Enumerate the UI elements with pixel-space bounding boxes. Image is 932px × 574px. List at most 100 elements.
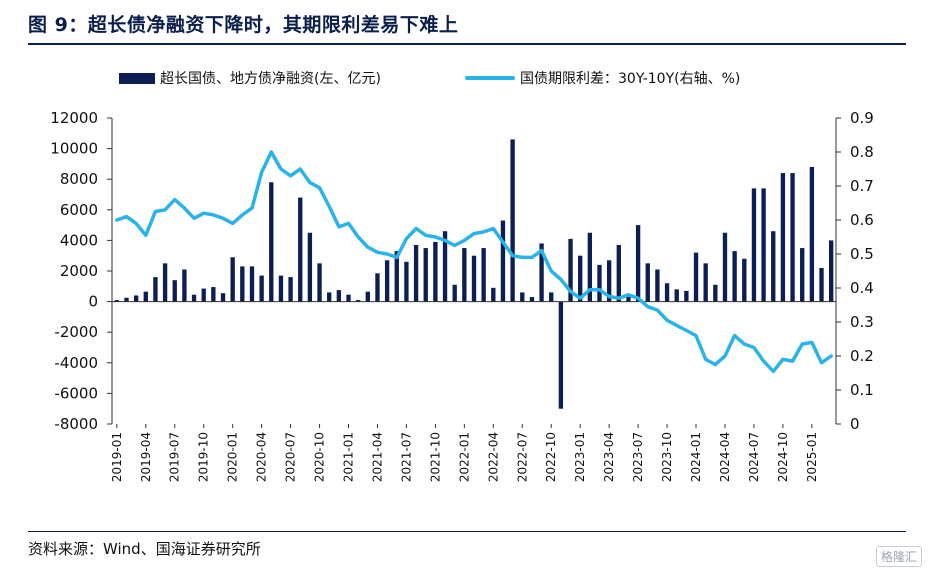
bar (355, 300, 361, 302)
bar (722, 232, 728, 302)
bar (269, 182, 274, 302)
x-tick-label: 2021-07 (399, 432, 413, 482)
bar (587, 232, 593, 302)
bar (800, 248, 805, 302)
x-tick-label: 2021-10 (428, 432, 442, 482)
y-left-tick-label: 0 (88, 293, 98, 311)
bar (500, 220, 506, 302)
bar (298, 197, 303, 302)
bar (732, 251, 737, 302)
bar (790, 173, 795, 302)
x-tick-label: 2024-07 (747, 432, 761, 482)
bar (365, 291, 370, 302)
bar (529, 297, 535, 302)
x-tick-label: 2021-04 (370, 432, 384, 482)
watermark-logo: 格隆汇 (875, 546, 922, 567)
x-tick-label: 2019-04 (139, 432, 153, 482)
bar (829, 240, 834, 302)
x-tick-label: 2025-01 (805, 432, 819, 482)
y-right-tick-label: 0.9 (850, 109, 874, 127)
y-left-tick-label: -8000 (54, 415, 98, 433)
bar (568, 238, 573, 302)
bar (288, 277, 293, 302)
bar (597, 264, 602, 302)
bar (606, 260, 612, 302)
line-series (115, 150, 833, 374)
y-right-tick-label: 0.5 (850, 245, 874, 263)
bar (162, 263, 168, 302)
x-tick-label: 2020-01 (226, 432, 240, 482)
bar (413, 244, 419, 302)
bar (346, 294, 351, 302)
y-right-tick-label: 0.8 (850, 143, 874, 161)
bar (703, 263, 708, 302)
x-axis: 2019-01 2019-04 2019-07 2019-10 2020-01 2020-… (110, 424, 819, 482)
bar (317, 263, 322, 302)
y-axis-left: -8000 -6000 -4000 -2000 0 2000 4000 6000 8000 100… (50, 109, 112, 433)
bar (626, 297, 631, 302)
x-tick-label: 2019-01 (110, 432, 124, 482)
legend-line-label: 国债期限利差：30Y-10Y(右轴、%) (520, 71, 740, 87)
bar (481, 248, 486, 302)
bar (278, 275, 284, 302)
x-tick-label: 2021-01 (342, 432, 356, 482)
title-divider (28, 43, 906, 45)
bar (375, 273, 380, 302)
bar-series (114, 139, 834, 409)
bar (394, 251, 399, 302)
x-tick-label: 2020-10 (313, 432, 327, 482)
bar (684, 290, 689, 302)
bar (452, 284, 457, 302)
bar (201, 288, 206, 302)
y-left-tick-label: -2000 (54, 323, 98, 341)
y-right-tick-label: 0.4 (850, 279, 874, 297)
bar (172, 280, 177, 302)
legend-bar-swatch (119, 73, 155, 84)
x-tick-label: 2019-10 (197, 432, 211, 482)
bar (635, 225, 641, 302)
bar (780, 173, 786, 302)
y-left-tick-label: 12000 (50, 109, 98, 127)
bar (114, 300, 119, 302)
y-right-tick-label: 0.1 (850, 381, 874, 399)
footer-divider (28, 531, 906, 532)
bar (384, 260, 390, 302)
y-left-tick-label: -4000 (54, 354, 98, 372)
x-tick-label: 2020-07 (284, 432, 298, 482)
bar (771, 231, 776, 302)
bar (133, 295, 139, 302)
bar (491, 287, 496, 302)
bar (404, 261, 409, 302)
y-right-tick-label: 0.3 (850, 313, 874, 331)
bar (462, 248, 467, 302)
y-right-tick-label: 0 (850, 415, 860, 433)
x-tick-label: 2019-07 (168, 432, 182, 482)
x-tick-label: 2024-10 (776, 432, 790, 482)
bar (751, 188, 757, 302)
bar (230, 257, 235, 302)
y-left-tick-label: 8000 (60, 170, 98, 188)
x-tick-label: 2022-04 (486, 432, 500, 482)
source-note: 资料来源：Wind、国海证券研究所 (28, 540, 261, 558)
x-tick-label: 2023-04 (602, 432, 616, 482)
bar (761, 188, 766, 302)
x-tick-label: 2023-07 (631, 432, 645, 482)
axes-lines (111, 118, 837, 424)
x-tick-label: 2024-04 (718, 432, 732, 482)
bar (442, 231, 448, 302)
x-tick-label: 2020-04 (255, 432, 269, 482)
x-tick-label: 2024-01 (689, 432, 703, 482)
bar (713, 284, 718, 302)
bar (645, 263, 650, 302)
bar (549, 292, 554, 302)
bar (471, 255, 477, 302)
bar (819, 267, 824, 302)
x-tick-label: 2023-01 (573, 432, 587, 482)
y-right-tick-label: 0.2 (850, 347, 874, 365)
bar (520, 292, 525, 302)
bar (558, 301, 564, 409)
bar (809, 166, 815, 302)
page-title: 图 9：超长债净融资下降时，其期限利差易下难上 (28, 14, 459, 36)
bar (510, 139, 515, 302)
legend: 超长国债、地方债净融资(左、亿元) 国债期限利差：30Y-10Y(右轴、%) (119, 71, 740, 87)
